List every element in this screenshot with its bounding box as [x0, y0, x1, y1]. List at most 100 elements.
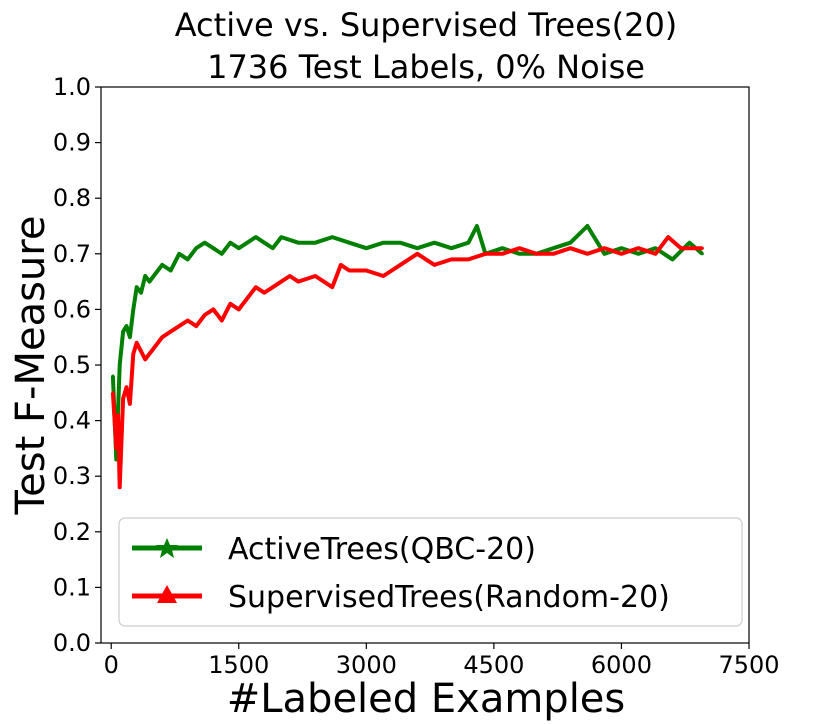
- data-point: [585, 224, 590, 228]
- data-point: [143, 357, 147, 362]
- data-point: [124, 324, 129, 328]
- x-tick-label: 1500: [208, 651, 269, 679]
- y-tick-label: 1.0: [53, 73, 91, 101]
- data-point: [152, 346, 156, 350]
- data-point: [194, 324, 198, 328]
- data-point: [500, 246, 504, 250]
- data-point: [483, 252, 487, 256]
- data-point: [313, 241, 317, 245]
- y-tick-label: 0.7: [53, 240, 91, 268]
- data-point: [160, 263, 164, 267]
- y-tick-label: 0.8: [53, 184, 91, 212]
- y-axis-ticks: 0.0 0.1 0.2 0.3 0.4 0.5 0.6 0.7 0.8 0.9 1.0: [53, 73, 101, 657]
- data-point: [169, 268, 173, 273]
- data-point: [220, 252, 224, 256]
- data-point: [262, 241, 266, 245]
- data-point: [211, 307, 215, 311]
- y-tick-label: 0.0: [53, 629, 91, 657]
- data-point: [279, 235, 283, 239]
- data-point: [381, 241, 385, 245]
- data-point: [116, 413, 120, 417]
- data-point: [602, 246, 607, 250]
- data-point: [228, 241, 232, 245]
- data-point: [619, 252, 624, 256]
- data-point: [466, 257, 470, 261]
- data-point: [118, 363, 122, 367]
- x-tick-label: 6000: [591, 651, 652, 679]
- data-point: [568, 246, 573, 250]
- series-layer: [110, 224, 704, 490]
- data-point: [636, 246, 641, 250]
- data-point: [602, 252, 607, 256]
- data-point: [500, 252, 504, 256]
- data-point: [313, 274, 317, 278]
- data-point: [245, 296, 249, 300]
- data-point: [121, 330, 125, 334]
- data-point: [475, 224, 479, 228]
- data-point: [666, 235, 670, 239]
- data-point: [347, 241, 351, 245]
- x-tick-label: 7500: [718, 651, 779, 679]
- data-point: [262, 291, 266, 295]
- data-point: [568, 241, 573, 245]
- data-point: [177, 252, 181, 256]
- data-point: [364, 246, 368, 250]
- data-point: [653, 246, 658, 250]
- data-point: [432, 263, 436, 267]
- legend-marker-active: [156, 538, 178, 558]
- data-point: [679, 246, 683, 250]
- legend-box: [118, 517, 743, 627]
- data-point: [534, 252, 539, 256]
- x-tick-label: 3000: [336, 651, 397, 679]
- data-point: [135, 341, 139, 345]
- data-point: [131, 352, 135, 356]
- data-point: [700, 252, 704, 256]
- data-point: [118, 485, 122, 489]
- data-point: [169, 330, 173, 334]
- data-point: [271, 246, 275, 250]
- data-point: [415, 246, 419, 250]
- data-point: [177, 324, 181, 328]
- data-point: [449, 257, 453, 261]
- data-point: [139, 291, 143, 295]
- x-tick-label: 4500: [463, 651, 524, 679]
- data-point: [585, 252, 590, 256]
- data-point: [203, 241, 207, 245]
- x-axis-ticks: 0 1500 3000 4500 6000 7500: [104, 643, 780, 679]
- data-point: [186, 318, 190, 323]
- y-tick-label: 0.2: [53, 518, 91, 546]
- legend-marker-supervised: [157, 585, 177, 603]
- chart-subtitle: 1736 Test Labels, 0% Noise: [207, 48, 645, 86]
- y-tick-label: 0.1: [53, 573, 91, 601]
- data-point: [398, 263, 402, 267]
- data-point: [466, 241, 470, 245]
- data-point: [619, 246, 624, 250]
- data-point: [121, 396, 125, 400]
- data-point: [131, 307, 135, 311]
- data-point: [296, 241, 300, 245]
- data-point: [381, 274, 385, 278]
- data-point: [128, 335, 132, 339]
- data-point: [347, 268, 351, 273]
- data-point: [687, 241, 692, 245]
- data-point: [111, 374, 115, 378]
- data-point: [636, 252, 641, 256]
- data-point: [415, 252, 419, 256]
- y-axis-label: Test F-Measure: [8, 216, 54, 516]
- x-tick-label: 0: [104, 651, 119, 679]
- data-point: [124, 385, 129, 389]
- legend: ActiveTrees(QBC-20) SupervisedTrees(Rand…: [118, 517, 743, 627]
- data-point: [194, 246, 198, 250]
- data-point: [279, 280, 283, 284]
- data-point: [128, 402, 132, 406]
- data-point: [147, 280, 152, 284]
- data-point: [245, 241, 249, 245]
- data-point: [186, 257, 190, 261]
- data-point: [398, 241, 402, 245]
- data-point: [670, 257, 675, 261]
- data-point: [237, 307, 241, 311]
- data-point: [111, 391, 115, 395]
- data-point: [237, 246, 241, 250]
- data-point: [330, 285, 334, 289]
